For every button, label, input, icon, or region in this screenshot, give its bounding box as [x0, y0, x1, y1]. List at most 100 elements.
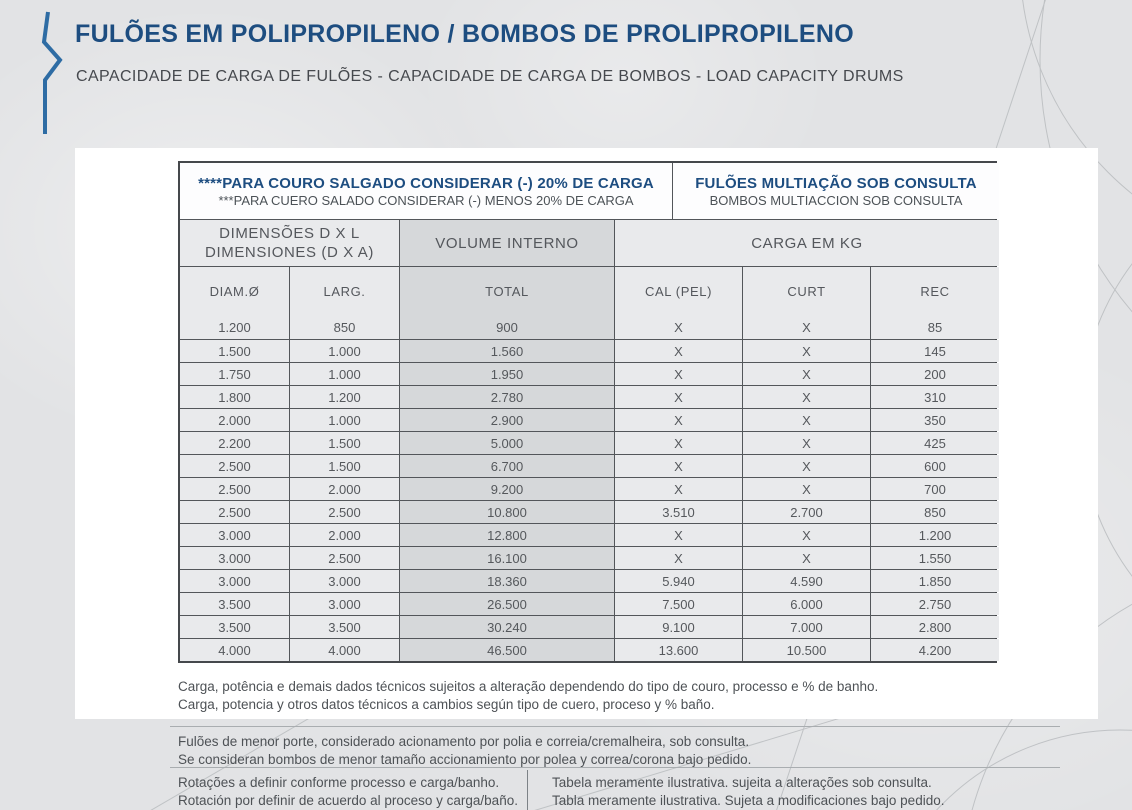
table-cell: 3.000 — [289, 593, 399, 615]
table-cell: X — [742, 432, 870, 454]
table-cell: 1.950 — [399, 363, 614, 385]
group-load-label: CARGA EM KG — [751, 234, 863, 252]
table-cell: 9.100 — [614, 616, 742, 638]
table-row: 2.200 1.500 5.000 X X 425 — [180, 431, 999, 454]
table-row: 1.800 1.200 2.780 X X 310 — [180, 385, 999, 408]
table-cell: 1.000 — [289, 363, 399, 385]
table-cell: 850 — [870, 501, 999, 523]
table-cell: 200 — [870, 363, 999, 385]
table-row: 2.000 1.000 2.900 X X 350 — [180, 408, 999, 431]
table-cell: 1.560 — [399, 340, 614, 362]
column-header-total: TOTAL — [399, 267, 614, 316]
table-cell: 1.500 — [289, 432, 399, 454]
capacity-table: ****PARA COURO SALGADO CONSIDERAR (-) 20… — [178, 161, 999, 663]
table-cell: 900 — [399, 316, 614, 339]
table-row: 2.500 1.500 6.700 X X 600 — [180, 454, 999, 477]
table-cell: 4.590 — [742, 570, 870, 592]
table-cell: 3.000 — [180, 524, 289, 546]
table-cell: X — [742, 340, 870, 362]
note-illustrative-pt: Tabela meramente ilustrativa. sujeita a … — [552, 775, 932, 790]
note-rotations: Rotações a definir conforme processo e c… — [178, 774, 518, 810]
table-cell: 4.000 — [289, 639, 399, 661]
note-smaller-drums-pt: Fulões de menor porte, considerado acion… — [178, 734, 750, 749]
column-header-curt: CURT — [742, 267, 870, 316]
table-cell: 2.000 — [180, 409, 289, 431]
table-cell: 3.000 — [289, 570, 399, 592]
table-cell: X — [614, 340, 742, 362]
table-cell: 3.000 — [180, 547, 289, 569]
table-cell: 310 — [870, 386, 999, 408]
table-cell: X — [614, 478, 742, 500]
table-cell: 4.000 — [180, 639, 289, 661]
table-row: 3.000 3.000 18.360 5.940 4.590 1.850 — [180, 569, 999, 592]
table-banner-row: ****PARA COURO SALGADO CONSIDERAR (-) 20… — [180, 163, 999, 219]
table-cell: X — [742, 478, 870, 500]
table-row: 3.500 3.500 30.240 9.100 7.000 2.800 — [180, 615, 999, 638]
banner-multiaction-pt: FULÕES MULTIAÇÃO SOB CONSULTA — [695, 174, 977, 192]
table-cell: X — [614, 547, 742, 569]
table-cell: 1.200 — [870, 524, 999, 546]
table-cell: 1.500 — [180, 340, 289, 362]
note-technical-data: Carga, potência e demais dados técnicos … — [178, 678, 1038, 714]
table-row: 1.500 1.000 1.560 X X 145 — [180, 339, 999, 362]
table-cell: 2.000 — [289, 478, 399, 500]
table-body: 1.200 850 900 X X 85 1.500 1.000 1.560 X X 145 1.750… — [180, 316, 999, 661]
table-cell: X — [614, 363, 742, 385]
table-cell: 1.850 — [870, 570, 999, 592]
table-cell: 1.200 — [180, 316, 289, 339]
column-header-width: LARG. — [289, 267, 399, 316]
banner-multiaction: FULÕES MULTIAÇÃO SOB CONSULTA BOMBOS MUL… — [672, 163, 999, 219]
table-cell: 2.800 — [870, 616, 999, 638]
note-smaller-drums: Fulões de menor porte, considerado acion… — [178, 733, 1058, 769]
table-cell: 2.500 — [289, 501, 399, 523]
table-row: 1.200 850 900 X X 85 — [180, 316, 999, 339]
banner-multiaction-es: BOMBOS MULTIACCION SOB CONSULTA — [709, 192, 963, 208]
table-cell: 85 — [870, 316, 999, 339]
table-cell: 700 — [870, 478, 999, 500]
group-volume: VOLUME INTERNO — [399, 220, 614, 266]
table-cell: 600 — [870, 455, 999, 477]
table-cell: 5.940 — [614, 570, 742, 592]
table-cell: X — [614, 524, 742, 546]
table-cell: 2.780 — [399, 386, 614, 408]
table-cell: 3.500 — [289, 616, 399, 638]
table-cell: 46.500 — [399, 639, 614, 661]
table-cell: 1.550 — [870, 547, 999, 569]
divider-bottom — [170, 767, 1060, 768]
table-cell: 18.360 — [399, 570, 614, 592]
table-column-header-row: DIAM.Ø LARG. TOTAL CAL (PEL) CURT REC — [180, 266, 999, 316]
banner-salted-leather-pt: ****PARA COURO SALGADO CONSIDERAR (-) 20… — [198, 174, 654, 192]
note-smaller-drums-es: Se consideran bombos de menor tamaño acc… — [178, 752, 752, 767]
table-cell: 30.240 — [399, 616, 614, 638]
note-technical-data-pt: Carga, potência e demais dados técnicos … — [178, 679, 879, 694]
table-cell: 145 — [870, 340, 999, 362]
table-cell: X — [614, 432, 742, 454]
group-volume-label: VOLUME INTERNO — [435, 234, 579, 252]
table-cell: 1.500 — [289, 455, 399, 477]
column-header-rec: REC — [870, 267, 999, 316]
footer-vertical-divider — [527, 770, 528, 810]
table-cell: 3.000 — [180, 570, 289, 592]
table-cell: 1.800 — [180, 386, 289, 408]
table-cell: X — [614, 409, 742, 431]
table-cell: 9.200 — [399, 478, 614, 500]
table-cell: X — [742, 316, 870, 339]
table-group-header-row: DIMENSÕES D X L DIMENSIONES (D X A) VOLU… — [180, 219, 999, 266]
table-cell: 3.500 — [180, 593, 289, 615]
table-cell: 2.500 — [180, 478, 289, 500]
table-cell: 425 — [870, 432, 999, 454]
table-cell: 10.500 — [742, 639, 870, 661]
banner-salted-leather-es: ***PARA CUERO SALADO CONSIDERAR (-) MENO… — [218, 192, 634, 208]
table-row: 4.000 4.000 46.500 13.600 10.500 4.200 — [180, 638, 999, 661]
table-cell: 2.750 — [870, 593, 999, 615]
table-row: 1.750 1.000 1.950 X X 200 — [180, 362, 999, 385]
table-row: 3.000 2.000 12.800 X X 1.200 — [180, 523, 999, 546]
table-cell: X — [742, 524, 870, 546]
table-cell: 2.000 — [289, 524, 399, 546]
table-cell: 1.200 — [289, 386, 399, 408]
table-row: 3.000 2.500 16.100 X X 1.550 — [180, 546, 999, 569]
chevron-line-icon — [41, 11, 63, 134]
note-technical-data-es: Carga, potencia y otros datos técnicos a… — [178, 697, 715, 712]
divider-top — [170, 726, 1060, 727]
